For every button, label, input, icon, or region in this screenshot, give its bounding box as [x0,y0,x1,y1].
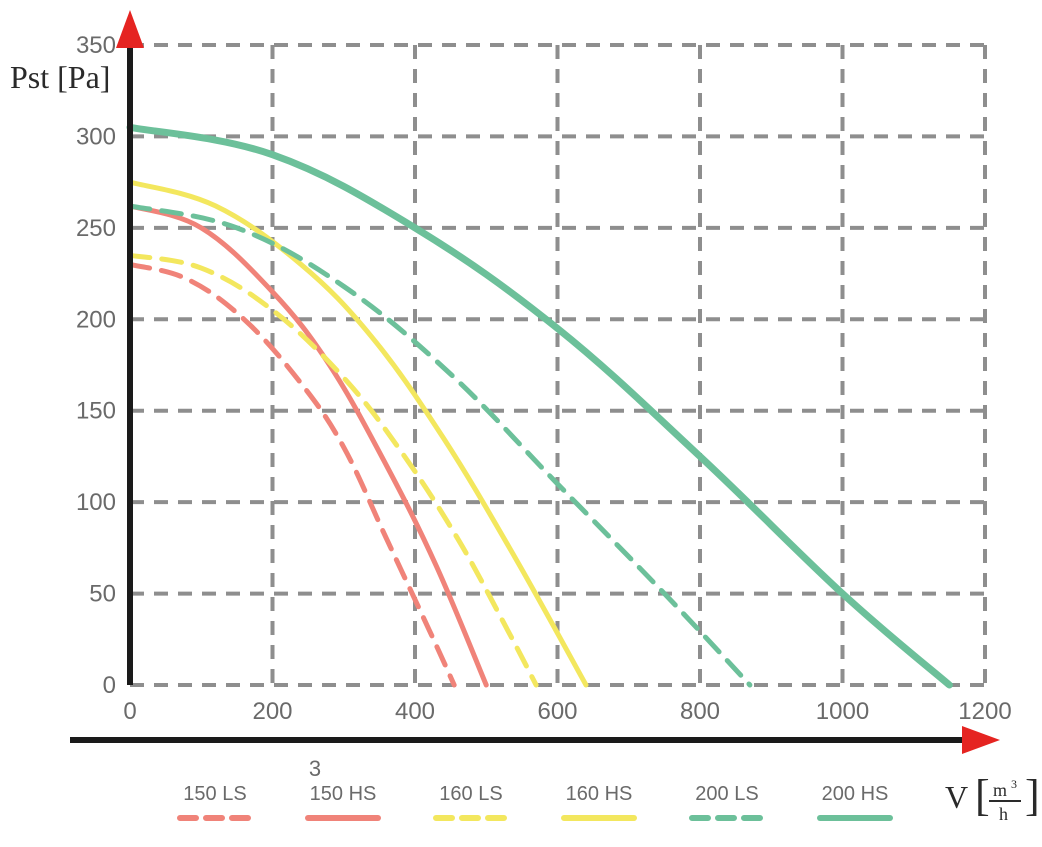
x-axis-arrow-icon [962,726,1000,754]
fan-curve-chart: 0 50 100 150 200 250 300 350 0 200 400 600 800 1000 12… [0,0,1042,847]
legend-label: 150 LS [183,783,246,805]
y-tick-label: 150 [76,398,116,425]
y-tick-label: 350 [76,32,116,59]
x-axis-sublabel: 3 [309,756,321,781]
legend-label: 150 HS [310,783,377,805]
legend-label: 200 LS [695,783,758,805]
bracket-left-icon: [ [975,771,990,820]
legend-label: 160 HS [566,783,633,805]
bracket-right-icon: ] [1025,771,1040,820]
y-tick-label: 0 [103,672,116,699]
y-axis-title: Pst [Pa] [10,59,110,95]
legend-label: 160 LS [439,783,502,805]
y-tick-label: 250 [76,215,116,242]
x-tick-label: 1000 [816,698,869,725]
x-axis-title: V [945,779,968,815]
y-tick-label: 200 [76,306,116,333]
x-unit-top: m [993,780,1007,800]
y-axis-arrow-icon [116,10,144,48]
x-unit-sup: 3 [1011,777,1017,791]
x-unit-bottom: h [999,804,1008,824]
series-curve [130,182,586,685]
x-tick-label: 1200 [958,698,1011,725]
x-tick-label: 200 [252,698,292,725]
x-tick-label: 0 [123,698,136,725]
x-tick-label: 400 [395,698,435,725]
y-tick-label: 300 [76,123,116,150]
y-tick-label: 100 [76,489,116,516]
y-tick-label: 50 [89,581,116,608]
x-tick-label: 800 [680,698,720,725]
legend-label: 200 HS [822,783,889,805]
series-curve [130,206,486,685]
x-tick-label: 600 [537,698,577,725]
